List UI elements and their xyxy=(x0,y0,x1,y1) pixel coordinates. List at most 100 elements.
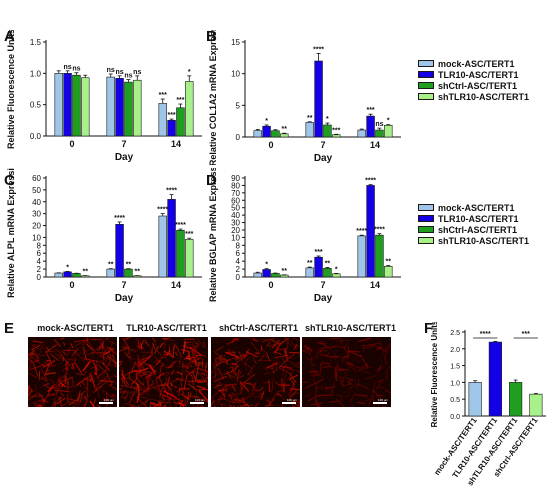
fluorescence-fiber xyxy=(377,393,385,404)
fluorescence-fiber xyxy=(58,372,68,382)
fluorescence-fiber xyxy=(152,342,156,351)
fluorescence-fiber xyxy=(279,378,284,383)
y-tick-label: 0.5 xyxy=(450,397,460,404)
significance-label: **** xyxy=(313,46,324,53)
fluorescence-fiber xyxy=(106,374,113,385)
fluorescence-fiber xyxy=(375,382,382,389)
fluorescence-fiber xyxy=(244,337,255,340)
fluorescence-fiber xyxy=(88,372,92,378)
fluorescence-fiber xyxy=(358,337,371,342)
fluorescence-fiber xyxy=(269,338,282,345)
y-tick-label: 1.0 xyxy=(450,380,460,387)
y-tick-label: 60 xyxy=(32,174,41,183)
bar xyxy=(253,272,262,278)
fluorescence-fiber xyxy=(148,345,154,355)
x-tick-label: 14 xyxy=(370,280,380,290)
fluorescence-fiber xyxy=(120,384,129,387)
fluorescence-fiber xyxy=(140,353,146,362)
significance-label: ** xyxy=(282,268,288,275)
fluorescence-fiber xyxy=(108,340,117,345)
fluorescence-fiber xyxy=(215,339,219,344)
fluorescence-fiber xyxy=(45,350,53,365)
fluorescence-fiber xyxy=(79,393,83,404)
legend-item-shtlr10-2: shTLR10-ASC/TERT1 xyxy=(418,235,529,246)
fluorescence-fiber xyxy=(70,352,82,358)
fluorescence-fiber xyxy=(239,382,244,391)
panel-letter-c: C xyxy=(4,172,15,189)
fluorescence-fiber xyxy=(196,337,205,349)
fluorescence-fiber xyxy=(330,388,335,394)
fluorescence-fiber xyxy=(135,381,140,390)
fluorescence-fiber xyxy=(99,371,107,382)
fluorescence-fiber xyxy=(235,359,238,373)
fluorescence-fiber xyxy=(165,366,174,369)
fluorescence-fiber xyxy=(283,366,289,381)
fluorescence-fiber xyxy=(83,370,88,374)
fluorescence-fiber xyxy=(368,342,381,346)
significance-label: * xyxy=(265,262,268,269)
x-axis-label: Day xyxy=(115,293,134,304)
fluorescence-fiber xyxy=(358,366,372,371)
fluorescence-fiber xyxy=(75,373,86,376)
fluorescence-fiber xyxy=(362,344,365,352)
fluorescence-fiber xyxy=(282,369,284,377)
fluorescence-fiber xyxy=(82,338,90,346)
fluorescence-fiber xyxy=(277,387,287,393)
fluorescence-fiber xyxy=(124,351,130,359)
significance-label: ** xyxy=(135,269,141,276)
fluorescence-fiber xyxy=(213,350,221,357)
x-tick-label: 7 xyxy=(320,280,325,290)
bar xyxy=(314,256,323,278)
fluorescence-fiber xyxy=(65,363,68,373)
fluorescence-fiber xyxy=(142,382,155,392)
fluorescence-fiber xyxy=(376,365,382,373)
fluorescence-fiber xyxy=(29,387,35,393)
significance-label: ns xyxy=(63,64,71,71)
fluorescence-fiber xyxy=(302,349,308,354)
significance-label: ns xyxy=(124,73,132,80)
fluorescence-fiber xyxy=(186,370,194,378)
fluorescence-fiber xyxy=(45,346,51,353)
bar xyxy=(271,130,280,138)
fluorescence-fiber xyxy=(302,347,311,352)
fluorescence-fiber xyxy=(139,373,145,382)
fluorescence-fiber xyxy=(220,403,227,407)
fluorescence-fiber xyxy=(331,344,338,349)
fluorescence-fiber xyxy=(121,390,128,395)
fluorescence-fiber xyxy=(101,337,103,352)
fluorescence-fiber xyxy=(246,403,250,407)
y-tick-label: 0 xyxy=(37,273,42,282)
fluorescence-fiber xyxy=(51,344,56,348)
fluorescence-fiber xyxy=(329,400,339,404)
y-tick-label: 15 xyxy=(231,38,240,47)
significance-label: **** xyxy=(166,188,177,195)
fluorescence-fiber xyxy=(318,341,332,349)
fluorescence-fiber xyxy=(154,356,166,368)
fluorescence-fiber xyxy=(31,394,37,398)
fluorescence-fiber xyxy=(37,392,46,401)
y-tick-label: 20 xyxy=(231,226,240,235)
fluorescence-fiber xyxy=(189,371,196,374)
significance-label: * xyxy=(326,116,329,123)
fluorescence-fiber xyxy=(50,353,59,361)
significance-label: ns xyxy=(72,66,80,73)
fluorescence-fiber xyxy=(123,349,127,352)
bar xyxy=(72,74,81,137)
fluorescence-fiber xyxy=(53,338,62,348)
bar xyxy=(529,393,543,417)
scale-bar xyxy=(99,402,113,404)
y-tick-label: 2.5 xyxy=(450,330,460,337)
fluorescence-fiber xyxy=(239,403,249,407)
fluorescence-fiber xyxy=(82,360,92,372)
fluorescence-fiber xyxy=(317,404,322,407)
fluorescence-fiber xyxy=(379,340,382,349)
fluorescence-fiber xyxy=(220,403,224,407)
fluorescence-fiber xyxy=(266,362,278,369)
fluorescence-fiber xyxy=(42,382,49,387)
fluorescence-fiber xyxy=(356,394,367,398)
fluorescence-fiber xyxy=(189,346,203,356)
fluorescence-fiber xyxy=(193,361,200,367)
fluorescence-fiber xyxy=(302,376,305,380)
bar xyxy=(262,269,271,278)
fluorescence-fiber xyxy=(252,338,259,342)
